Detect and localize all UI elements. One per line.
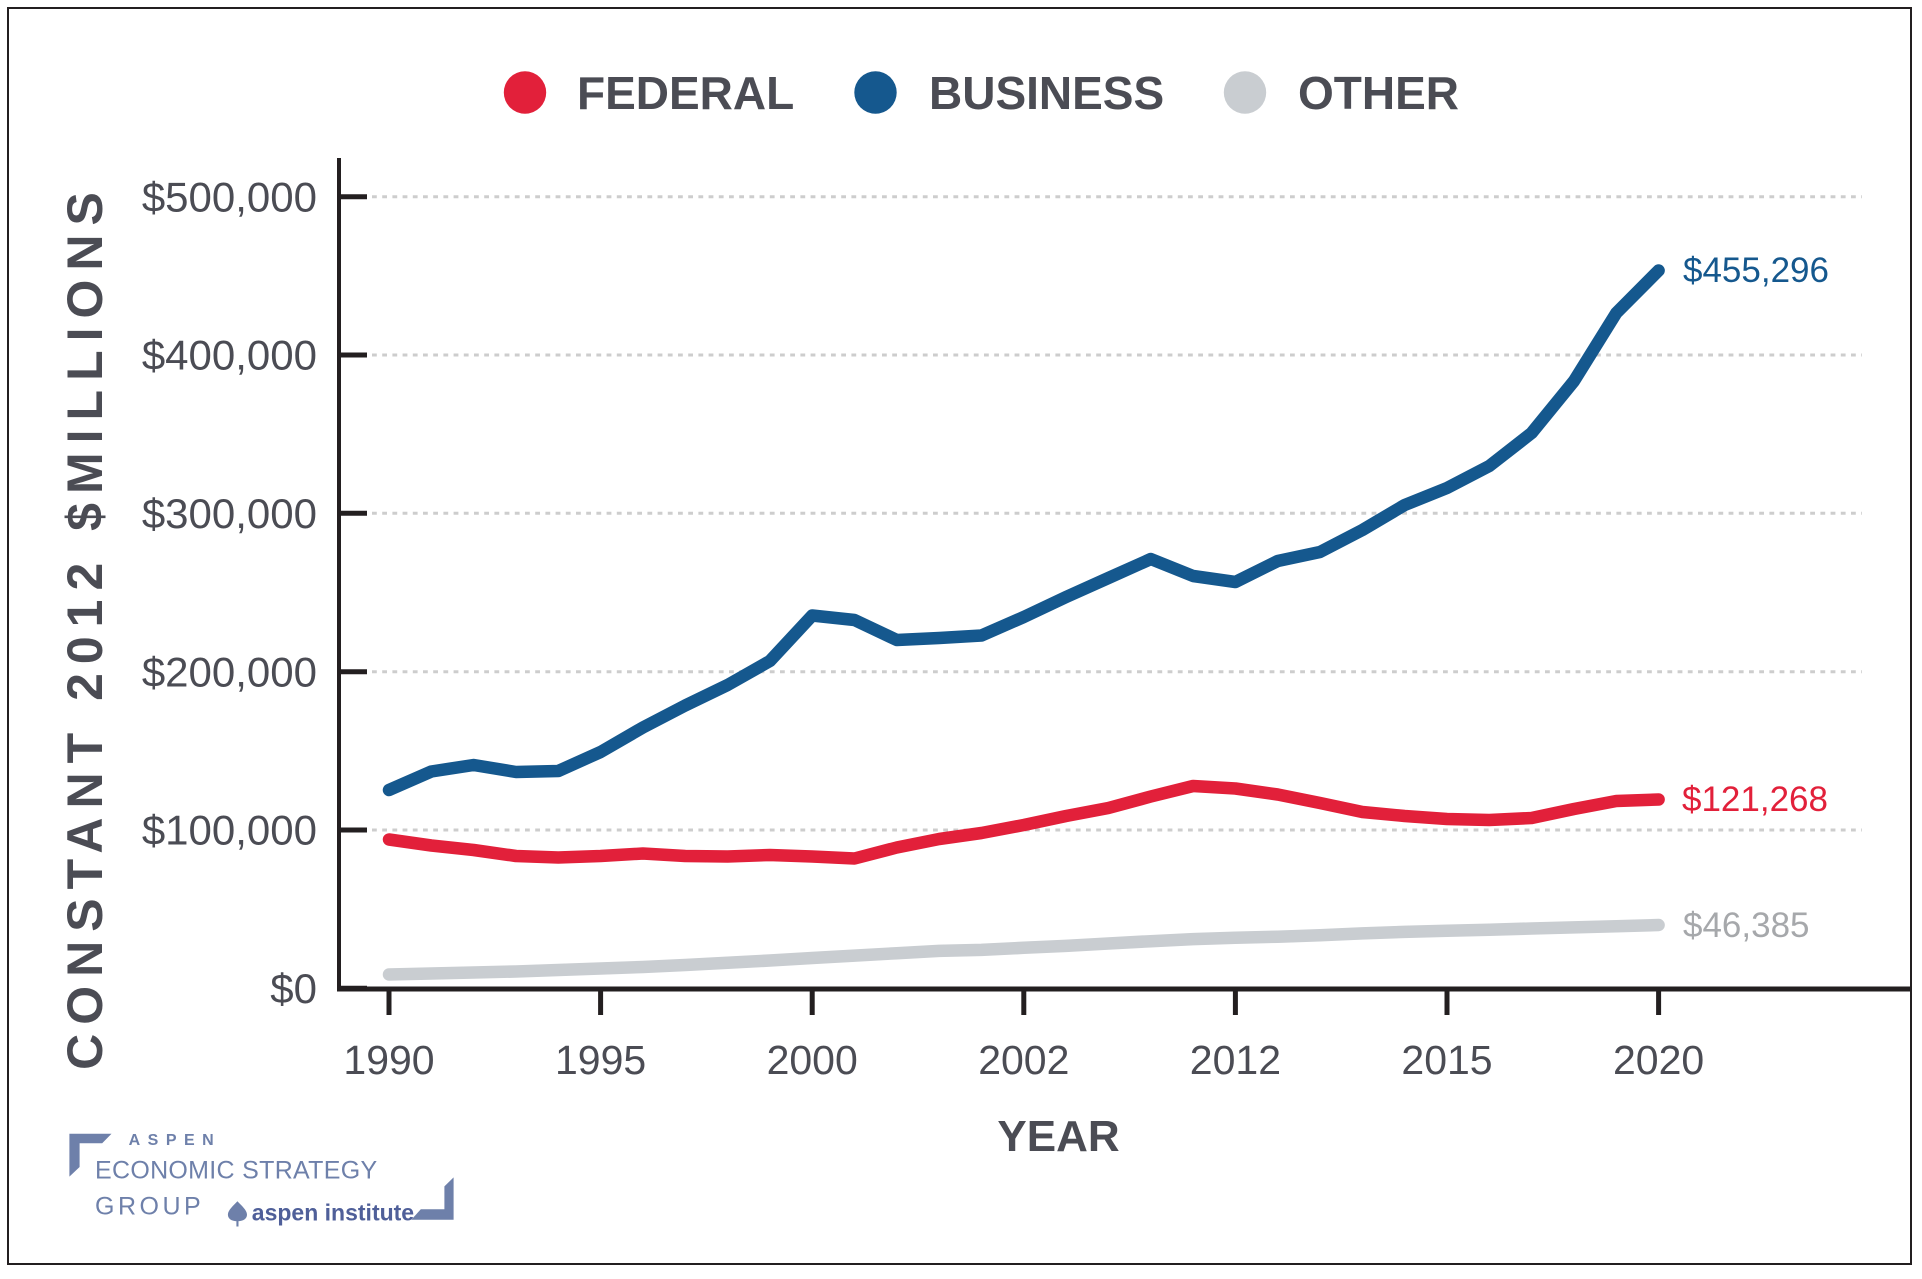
svg-text:1995: 1995 (555, 1037, 646, 1083)
svg-text:GROUP: GROUP (95, 1193, 204, 1221)
svg-text:ECONOMIC STRATEGY: ECONOMIC STRATEGY (95, 1157, 377, 1185)
svg-text:1990: 1990 (343, 1037, 434, 1083)
svg-text:$500,000: $500,000 (142, 173, 317, 220)
svg-text:$46,385: $46,385 (1683, 906, 1810, 945)
svg-text:2000: 2000 (767, 1037, 858, 1083)
svg-text:2012: 2012 (1190, 1037, 1281, 1083)
svg-text:FEDERAL: FEDERAL (577, 67, 794, 119)
svg-text:2020: 2020 (1613, 1037, 1704, 1083)
svg-text:2015: 2015 (1401, 1037, 1492, 1083)
svg-text:$300,000: $300,000 (142, 490, 317, 537)
svg-text:$455,296: $455,296 (1683, 251, 1829, 290)
svg-text:2002: 2002 (978, 1037, 1069, 1083)
svg-text:$400,000: $400,000 (142, 332, 317, 379)
svg-text:YEAR: YEAR (997, 1112, 1119, 1161)
svg-text:aspen institute: aspen institute (252, 1200, 414, 1226)
svg-text:$121,268: $121,268 (1682, 780, 1828, 819)
svg-text:$100,000: $100,000 (142, 807, 317, 854)
svg-text:CONSTANT 2012 $MILLIONS: CONSTANT 2012 $MILLIONS (57, 183, 113, 1070)
svg-text:OTHER: OTHER (1298, 67, 1459, 119)
svg-text:$200,000: $200,000 (142, 648, 317, 695)
svg-text:ASPEN: ASPEN (129, 1132, 222, 1149)
svg-text:$0: $0 (270, 965, 317, 1012)
svg-text:BUSINESS: BUSINESS (929, 67, 1164, 119)
